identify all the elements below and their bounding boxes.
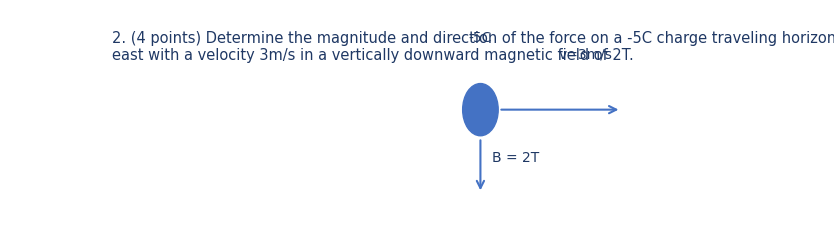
Text: 2. (4 points) Determine the magnitude and direction of the force on a -5C charge: 2. (4 points) Determine the magnitude an… bbox=[112, 30, 834, 63]
Text: -5C: -5C bbox=[469, 31, 492, 45]
Ellipse shape bbox=[463, 84, 498, 136]
Text: v=3m/s: v=3m/s bbox=[559, 48, 613, 62]
Text: B = 2T: B = 2T bbox=[492, 150, 540, 164]
